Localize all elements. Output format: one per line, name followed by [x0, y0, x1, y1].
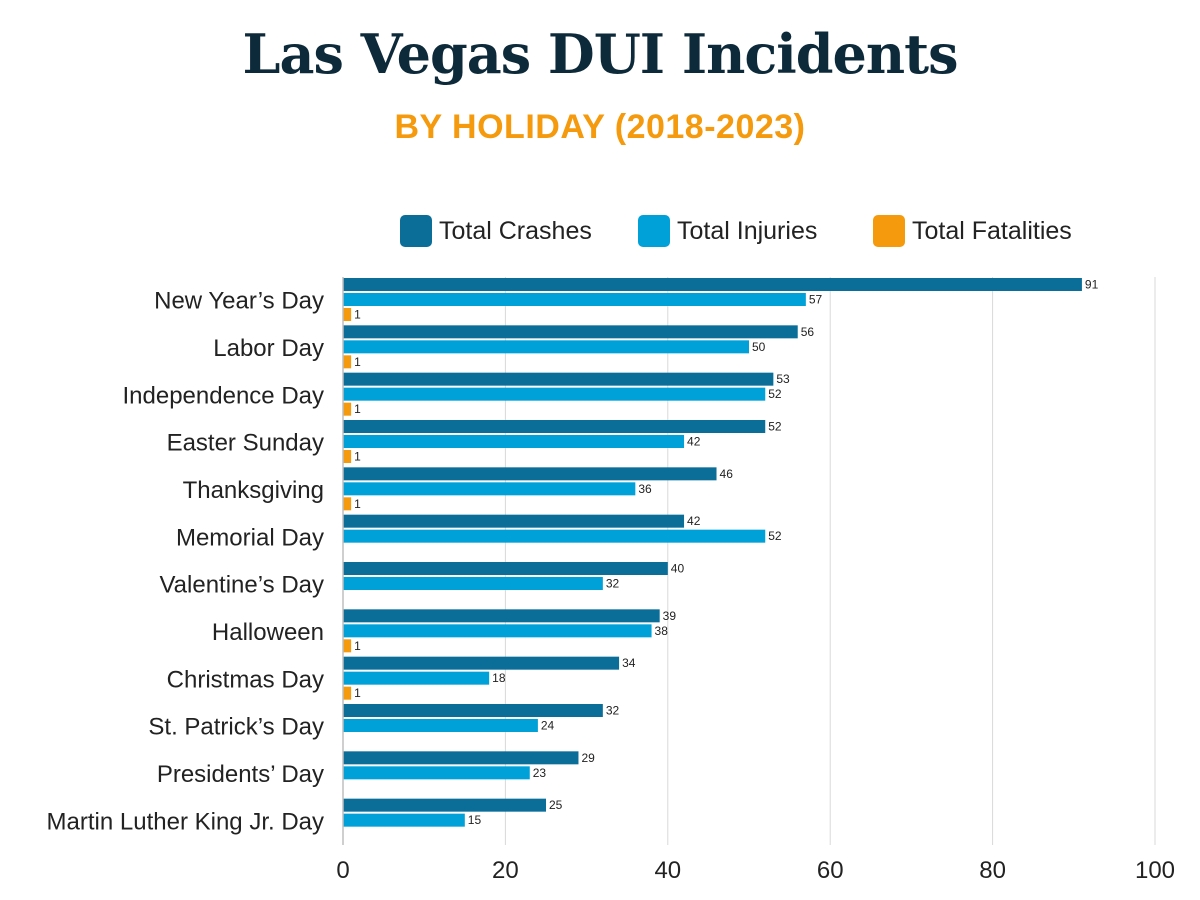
x-tick-label-2: 40 — [654, 857, 681, 884]
bar-0-5 — [343, 514, 685, 528]
bar-0-6 — [343, 562, 668, 575]
data-label-1-11: 15 — [468, 813, 482, 827]
bar-0-2 — [343, 372, 774, 386]
bar-0-3 — [343, 420, 766, 433]
legend-swatch-injuries — [638, 215, 670, 247]
bar-1-11 — [343, 813, 465, 827]
x-tick-label-5: 100 — [1135, 857, 1175, 884]
legend-label-injuries: Total Injuries — [677, 216, 818, 245]
data-label-0-4: 46 — [720, 467, 734, 481]
bar-0-1 — [343, 325, 798, 339]
bar-1-8 — [343, 671, 490, 685]
chart-subtitle: BY HOLIDAY (2018-2023) — [394, 108, 806, 146]
bar-1-7 — [343, 624, 652, 638]
bar-0-11 — [343, 798, 546, 812]
bar-0-4 — [343, 467, 717, 481]
bar-1-2 — [343, 387, 766, 401]
bar-0-0 — [343, 278, 1082, 291]
bar-1-3 — [343, 435, 685, 448]
data-label-2-2: 1 — [354, 402, 361, 416]
category-label-5: Memorial Day — [176, 524, 324, 551]
data-label-0-7: 39 — [663, 609, 677, 623]
data-label-0-8: 34 — [622, 656, 636, 670]
legend-item-crashes: Total Crashes — [400, 214, 592, 248]
bar-1-9 — [343, 719, 538, 732]
data-label-1-3: 42 — [687, 435, 701, 449]
bar-2-4 — [343, 497, 352, 511]
data-label-2-3: 1 — [354, 450, 361, 464]
legend-label-fatalities: Total Fatalities — [912, 216, 1072, 245]
data-label-0-3: 52 — [768, 420, 782, 434]
category-label-4: Thanksgiving — [183, 477, 324, 504]
category-label-9: St. Patrick’s Day — [148, 714, 324, 741]
data-label-2-4: 1 — [354, 497, 361, 511]
bar-0-8 — [343, 656, 620, 670]
bar-1-1 — [343, 340, 749, 354]
bar-1-0 — [343, 293, 806, 306]
category-label-2: Independence Day — [123, 382, 325, 409]
category-label-11: Martin Luther King Jr. Day — [47, 808, 324, 835]
data-label-0-10: 29 — [581, 751, 595, 765]
data-label-0-1: 56 — [801, 325, 815, 339]
data-label-0-11: 25 — [549, 798, 563, 812]
legend-swatch-fatalities — [873, 215, 905, 247]
category-label-8: Christmas Day — [167, 666, 324, 693]
bar-2-1 — [343, 355, 352, 369]
category-label-3: Easter Sunday — [167, 430, 324, 457]
bar-0-10 — [343, 751, 579, 765]
x-tick-label-4: 80 — [979, 857, 1006, 884]
data-label-1-2: 52 — [768, 387, 782, 401]
bar-1-10 — [343, 766, 530, 780]
bar-2-0 — [343, 308, 352, 321]
bar-0-7 — [343, 609, 660, 623]
category-label-0: New Year’s Day — [154, 288, 324, 315]
data-label-1-9: 24 — [541, 719, 555, 733]
bar-1-6 — [343, 577, 603, 590]
data-label-2-8: 1 — [354, 686, 361, 700]
category-label-10: Presidents’ Day — [157, 761, 324, 788]
legend-swatch-crashes — [400, 215, 432, 247]
chart-title: Las Vegas DUI Incidents — [242, 22, 958, 86]
bar-1-5 — [343, 529, 766, 543]
data-label-0-9: 32 — [606, 704, 620, 718]
legend-item-injuries: Total Injuries — [638, 214, 817, 248]
data-label-0-5: 42 — [687, 514, 701, 528]
legend-label-crashes: Total Crashes — [439, 216, 592, 245]
data-label-1-10: 23 — [533, 766, 547, 780]
data-label-2-1: 1 — [354, 355, 361, 369]
data-label-0-6: 40 — [671, 562, 685, 576]
bar-0-9 — [343, 704, 603, 717]
bar-1-4 — [343, 482, 636, 496]
category-label-1: Labor Day — [213, 335, 324, 362]
bar-2-3 — [343, 450, 352, 463]
data-label-0-2: 53 — [776, 372, 790, 386]
bar-2-7 — [343, 639, 352, 653]
data-label-2-0: 1 — [354, 308, 361, 322]
data-label-1-0: 57 — [809, 293, 823, 307]
bar-2-2 — [343, 402, 352, 416]
x-tick-label-1: 20 — [492, 857, 519, 884]
data-label-1-8: 18 — [492, 671, 506, 685]
data-label-1-1: 50 — [752, 340, 766, 354]
category-label-6: Valentine’s Day — [159, 572, 324, 599]
data-label-0-0: 91 — [1085, 278, 1099, 292]
data-label-1-6: 32 — [606, 577, 620, 591]
data-label-1-4: 36 — [638, 482, 652, 496]
bar-2-8 — [343, 686, 352, 700]
x-tick-label-0: 0 — [336, 857, 349, 884]
data-label-1-7: 38 — [655, 624, 669, 638]
x-tick-label-3: 60 — [817, 857, 844, 884]
data-label-2-7: 1 — [354, 639, 361, 653]
category-label-7: Halloween — [212, 619, 324, 646]
legend-item-fatalities: Total Fatalities — [873, 214, 1072, 248]
data-label-1-5: 52 — [768, 529, 782, 543]
